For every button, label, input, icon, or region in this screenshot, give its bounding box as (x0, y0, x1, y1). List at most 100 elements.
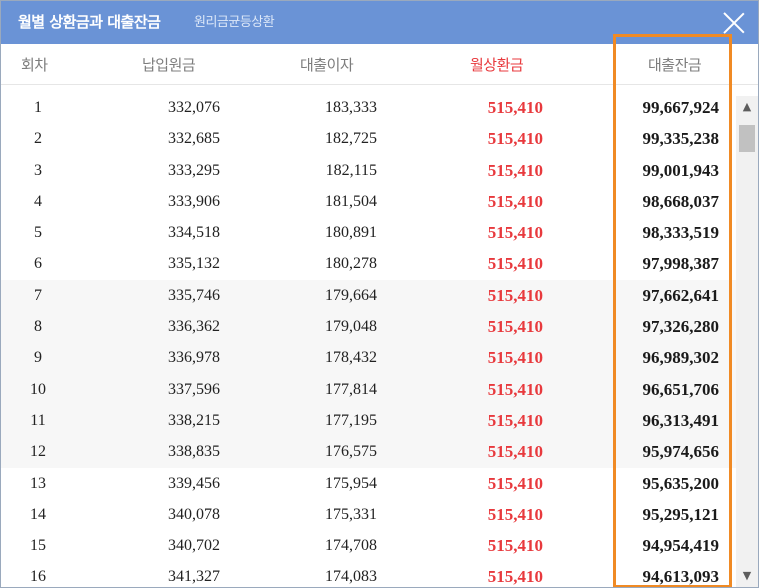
column-header-no: 회차 (21, 56, 48, 74)
principal-payment: 341,327 (168, 568, 220, 586)
monthly-payment: 515,410 (487, 536, 543, 556)
monthly-payment: 515,410 (487, 223, 543, 243)
loan-balance: 96,313,491 (642, 410, 720, 430)
close-icon[interactable] (723, 12, 745, 34)
loan-balance: 98,333,519 (642, 223, 720, 243)
row-number: 13 (30, 474, 46, 492)
row-number: 15 (30, 537, 46, 555)
loan-interest: 176,575 (325, 443, 377, 461)
principal-payment: 335,132 (168, 255, 220, 273)
table-row: 7 335,746 179,664 515,410 97,662,641 (1, 279, 736, 312)
row-number: 4 (34, 192, 42, 210)
monthly-payment: 515,410 (487, 379, 543, 399)
principal-payment: 336,362 (168, 318, 220, 336)
table-row: 9 336,978 178,432 515,410 96,989,302 (1, 342, 736, 374)
column-header-balance: 대출잔금 (648, 56, 702, 74)
monthly-payment: 515,410 (487, 98, 543, 117)
chevron-up-icon[interactable]: ▲ (742, 100, 752, 113)
monthly-payment: 515,410 (487, 567, 543, 587)
row-number: 3 (34, 161, 42, 179)
table-row: 1 332,076 183,333 515,410 99,667,924 (1, 92, 736, 123)
row-number: 2 (34, 130, 42, 148)
row-number: 1 (34, 99, 42, 116)
dialog-subtitle: 원리금균등상환 (194, 15, 275, 30)
loan-interest: 175,954 (325, 474, 377, 492)
principal-payment: 338,215 (168, 411, 220, 429)
monthly-payment: 515,410 (487, 191, 543, 211)
principal-payment: 335,746 (168, 286, 220, 304)
table-row: 12 338,835 176,575 515,410 95,974,656 (1, 436, 736, 468)
loan-balance: 98,668,037 (642, 191, 720, 211)
table-row: 13 339,456 175,954 515,410 95,635,200 (1, 468, 736, 499)
monthly-payment: 515,410 (487, 317, 543, 337)
monthly-payment: 515,410 (487, 254, 543, 274)
row-number: 10 (30, 380, 46, 398)
row-number: 11 (30, 411, 46, 429)
table-row: 8 336,362 179,048 515,410 97,326,280 (1, 311, 736, 343)
monthly-payment: 515,410 (487, 473, 543, 493)
monthly-payment: 515,410 (487, 160, 543, 180)
principal-payment: 332,076 (168, 99, 220, 116)
row-number: 12 (30, 443, 46, 461)
principal-payment: 333,906 (168, 192, 220, 210)
scrollbar-thumb[interactable] (739, 125, 755, 152)
monthly-payment: 515,410 (487, 285, 543, 305)
table-row: 11 338,215 177,195 515,410 96,313,491 (1, 404, 736, 437)
table-row: 16 341,327 174,083 515,410 94,613,093 (1, 561, 736, 587)
loan-interest: 180,891 (325, 224, 377, 242)
loan-interest: 182,115 (325, 161, 377, 179)
monthly-payment: 515,410 (487, 129, 543, 149)
monthly-payment: 515,410 (487, 348, 543, 368)
loan-interest: 177,814 (325, 380, 377, 398)
loan-balance: 97,998,387 (642, 254, 720, 274)
loan-balance: 97,326,280 (642, 317, 720, 337)
table-body: 1 332,076 183,333 515,410 99,667,924 2 332,685… (1, 92, 736, 587)
row-number: 14 (30, 505, 46, 523)
table-row: 10 337,596 177,814 515,410 96,651,706 (1, 373, 736, 405)
row-number: 6 (34, 255, 42, 273)
loan-balance: 96,651,706 (642, 379, 720, 399)
loan-interest: 179,664 (325, 286, 377, 304)
loan-interest: 181,504 (325, 192, 377, 210)
column-header-monthly: 월상환금 (470, 56, 524, 74)
column-header-payment: 납입원금 (142, 56, 196, 74)
principal-payment: 336,978 (168, 349, 220, 367)
table-row: 15 340,702 174,708 515,410 94,954,419 (1, 530, 736, 561)
row-number: 16 (30, 568, 46, 586)
row-number: 5 (34, 224, 42, 242)
table-row: 6 335,132 180,278 515,410 97,998,387 (1, 248, 736, 279)
principal-payment: 332,685 (168, 130, 220, 148)
loan-balance: 96,989,302 (642, 348, 720, 368)
loan-interest: 180,278 (325, 255, 377, 273)
principal-payment: 340,078 (168, 505, 220, 523)
loan-interest: 183,333 (325, 99, 377, 116)
loan-interest: 178,432 (325, 349, 377, 367)
principal-payment: 334,518 (168, 224, 220, 242)
loan-balance: 95,974,656 (642, 442, 720, 462)
table-header: 회차 납입원금 대출이자 월상환금 대출잔금 (1, 44, 758, 85)
dialog-title: 월별 상환금과 대출잔금 (18, 13, 161, 31)
loan-balance: 97,662,641 (642, 285, 720, 305)
monthly-payment: 515,410 (487, 442, 543, 462)
chevron-down-icon[interactable]: ▼ (742, 569, 752, 582)
loan-interest: 182,725 (325, 130, 377, 148)
monthly-payment: 515,410 (487, 410, 543, 430)
principal-payment: 340,702 (168, 537, 220, 555)
loan-interest: 177,195 (325, 411, 377, 429)
loan-balance: 99,667,924 (642, 98, 720, 117)
principal-payment: 337,596 (168, 380, 220, 398)
monthly-payment: 515,410 (487, 504, 543, 524)
table-row: 14 340,078 175,331 515,410 95,295,121 (1, 499, 736, 530)
table-row: 2 332,685 182,725 515,410 99,335,238 (1, 123, 736, 154)
table-row: 3 333,295 182,115 515,410 99,001,943 (1, 155, 736, 186)
principal-payment: 338,835 (168, 443, 220, 461)
row-number: 9 (34, 349, 42, 367)
loan-balance: 95,635,200 (642, 473, 720, 493)
loan-interest: 175,331 (325, 505, 377, 523)
loan-balance: 94,613,093 (642, 567, 720, 587)
loan-balance: 99,335,238 (642, 129, 720, 149)
column-header-interest: 대출이자 (300, 56, 354, 74)
table-row: 4 333,906 181,504 515,410 98,668,037 (1, 186, 736, 217)
vertical-scrollbar[interactable]: ▲ ▼ (736, 96, 758, 587)
